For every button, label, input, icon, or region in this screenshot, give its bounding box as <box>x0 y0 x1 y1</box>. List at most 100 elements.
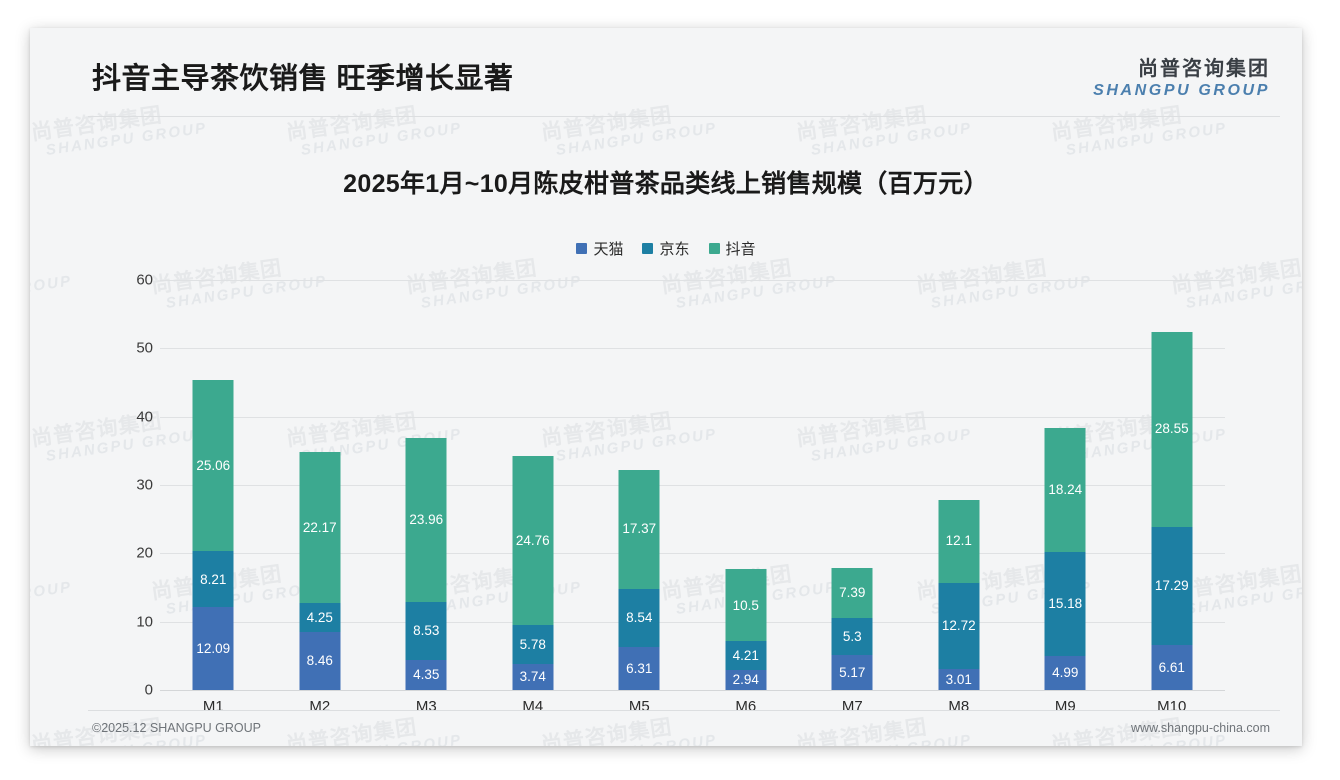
bar-value-label: 4.35 <box>413 667 440 683</box>
bar-segment-京东[interactable]: 4.25 <box>299 603 341 633</box>
brand-logo: 尚普咨询集团 SHANGPU GROUP <box>1093 52 1270 100</box>
bar-stack[interactable]: 3.74 5.78 24.76 <box>512 455 554 690</box>
bar-segment-抖音[interactable]: 24.76 <box>512 455 554 625</box>
bar-value-label: 12.72 <box>941 618 976 634</box>
bar-segment-天猫[interactable]: 5.17 <box>831 654 873 690</box>
header-divider <box>88 116 1280 117</box>
bar-value-label: 6.31 <box>626 660 653 676</box>
bar-group-M8: 3.01 12.72 12.1 M8 <box>909 280 1009 715</box>
bar-segment-天猫[interactable]: 12.09 <box>192 607 234 690</box>
bar-segment-抖音[interactable]: 7.39 <box>831 567 873 619</box>
bar-stack[interactable]: 8.46 4.25 22.17 <box>299 451 341 690</box>
bar-segment-京东[interactable]: 8.21 <box>192 551 234 608</box>
legend-swatch-icon <box>576 243 588 254</box>
legend-item-抖音[interactable]: 抖音 <box>708 238 756 259</box>
bar-segment-京东[interactable]: 5.3 <box>831 618 873 655</box>
bar-group-M7: 5.17 5.3 7.39 M7 <box>802 280 902 715</box>
bar-segment-天猫[interactable]: 6.61 <box>1151 644 1193 690</box>
bar-group-M3: 4.35 8.53 23.96 M3 <box>376 280 476 715</box>
bar-group-M9: 4.99 15.18 18.24 M9 <box>1015 280 1115 715</box>
bar-value-label: 7.39 <box>839 585 866 601</box>
bar-value-label: 4.21 <box>732 647 759 663</box>
bar-segment-抖音[interactable]: 22.17 <box>299 451 341 604</box>
plot-area: 0 10 20 30 40 50 60 12.09 8.21 25.06 M1 8.46 4.25 22… <box>125 272 1225 715</box>
bar-value-label: 8.21 <box>200 571 227 587</box>
bar-segment-抖音[interactable]: 10.5 <box>725 569 767 642</box>
bar-segment-京东[interactable]: 5.78 <box>512 624 554 665</box>
legend-item-天猫[interactable]: 天猫 <box>576 238 623 259</box>
bar-segment-天猫[interactable]: 4.35 <box>405 660 447 690</box>
bar-stack[interactable]: 4.35 8.53 23.96 <box>405 438 447 690</box>
bar-segment-京东[interactable]: 8.54 <box>618 588 660 647</box>
chart-legend: 天猫 京东 抖音 <box>30 238 1302 259</box>
chart-block: 2025年1月~10月陈皮柑普茶品类线上销售规模（百万元） 天猫 京东 抖音 0 10… <box>30 120 1302 715</box>
legend-label: 抖音 <box>725 241 756 258</box>
bar-segment-京东[interactable]: 17.29 <box>1151 526 1193 645</box>
gridline <box>160 485 1225 486</box>
gridline <box>160 621 1225 623</box>
bar-value-label: 3.74 <box>519 669 546 685</box>
bar-value-label: 4.25 <box>306 609 333 625</box>
bar-stack[interactable]: 12.09 8.21 25.06 <box>192 380 234 690</box>
bar-segment-抖音[interactable]: 12.1 <box>938 499 980 583</box>
bar-value-label: 22.17 <box>302 519 337 535</box>
page-title: 抖音主导茶饮销售 旺季增长显著 <box>92 63 514 95</box>
bar-stack[interactable]: 4.99 15.18 18.24 <box>1044 427 1086 690</box>
bar-segment-京东[interactable]: 8.53 <box>405 602 447 661</box>
bar-segment-京东[interactable]: 15.18 <box>1044 552 1086 656</box>
bars-layer: 12.09 8.21 25.06 M1 8.46 4.25 22.17 M2 4.35 8.53 2… <box>160 280 1225 715</box>
bar-value-label: 5.17 <box>839 664 866 680</box>
bar-value-label: 2.94 <box>732 672 759 688</box>
legend-swatch-icon <box>642 243 654 254</box>
legend-swatch-icon <box>708 243 720 254</box>
brand-logo-en: SHANGPU GROUP <box>1093 82 1270 99</box>
footer-website: www.shangpu-china.com <box>1131 721 1270 735</box>
bar-segment-京东[interactable]: 12.72 <box>938 582 980 670</box>
bar-segment-京东[interactable]: 4.21 <box>725 641 767 670</box>
bar-segment-天猫[interactable]: 6.31 <box>618 646 660 690</box>
bar-segment-天猫[interactable]: 2.94 <box>725 669 767 690</box>
chart-title: 2025年1月~10月陈皮柑普茶品类线上销售规模（百万元） <box>343 170 989 198</box>
bar-value-label: 6.61 <box>1158 659 1185 675</box>
bar-segment-天猫[interactable]: 4.99 <box>1044 655 1086 690</box>
bar-group-M10: 6.61 17.29 28.55 M10 <box>1122 280 1222 715</box>
bar-stack[interactable]: 5.17 5.3 7.39 <box>831 567 873 690</box>
bar-group-M2: 8.46 4.25 22.17 M2 <box>270 280 370 715</box>
bar-stack[interactable]: 2.94 4.21 10.5 <box>725 569 767 690</box>
bar-segment-天猫[interactable]: 3.01 <box>938 669 980 690</box>
bar-group-M6: 2.94 4.21 10.5 M6 <box>696 280 796 715</box>
gridline <box>160 690 1225 691</box>
bar-value-label: 18.24 <box>1048 482 1083 498</box>
bar-segment-抖音[interactable]: 18.24 <box>1044 427 1086 553</box>
bar-value-label: 17.29 <box>1154 578 1189 594</box>
bar-value-label: 8.54 <box>626 609 653 625</box>
bar-segment-抖音[interactable]: 28.55 <box>1151 331 1193 527</box>
gridline <box>160 553 1225 555</box>
bar-value-label: 8.53 <box>413 623 440 639</box>
gridlines: 0 10 20 30 40 50 60 <box>125 272 1225 699</box>
bar-stack[interactable]: 3.01 12.72 12.1 <box>938 499 980 690</box>
bar-value-label: 12.1 <box>945 533 972 549</box>
bar-stack[interactable]: 6.61 17.29 28.55 <box>1151 331 1193 690</box>
bar-value-label: 15.18 <box>1048 596 1083 612</box>
y-axis-tick-label: 10 <box>136 613 153 631</box>
bar-segment-抖音[interactable]: 17.37 <box>618 469 660 589</box>
y-axis-tick-label: 20 <box>136 544 153 562</box>
bar-value-label: 8.46 <box>306 653 333 669</box>
bar-stack[interactable]: 6.31 8.54 17.37 <box>618 469 660 690</box>
bar-segment-天猫[interactable]: 8.46 <box>299 632 341 690</box>
slide-card: 尚普咨询集团 SHANGPU GROUP 尚普咨询集团 SHANGPU GROUP 尚普… <box>30 28 1302 746</box>
bar-segment-抖音[interactable]: 25.06 <box>192 380 234 552</box>
slide-header: 抖音主导茶饮销售 旺季增长显著 尚普咨询集团 SHANGPU GROUP <box>30 28 1302 116</box>
bar-value-label: 24.76 <box>515 532 550 548</box>
footer-divider <box>88 710 1280 711</box>
bar-value-label: 28.55 <box>1154 421 1189 437</box>
bar-group-M4: 3.74 5.78 24.76 M4 <box>483 280 583 715</box>
bar-value-label: 5.78 <box>519 636 546 652</box>
legend-item-京东[interactable]: 京东 <box>642 238 690 259</box>
bar-value-label: 5.3 <box>842 628 862 644</box>
bar-segment-抖音[interactable]: 23.96 <box>405 438 447 602</box>
bar-group-M1: 12.09 8.21 25.06 M1 <box>163 280 263 715</box>
bar-segment-天猫[interactable]: 3.74 <box>512 664 554 690</box>
y-axis-tick-label: 60 <box>136 271 153 289</box>
